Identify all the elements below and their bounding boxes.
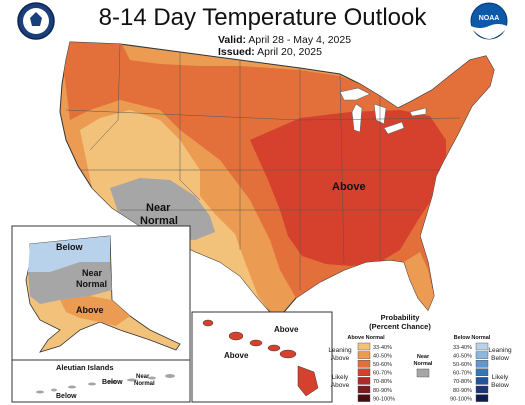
legend-above-swatch <box>357 360 371 368</box>
legend-below-bin-label: 60-70% <box>453 371 472 377</box>
legend-below-bin-label: 33-40% <box>453 345 472 351</box>
aleutian-islands <box>36 374 175 394</box>
legend-above-bin-label: 90-100% <box>373 396 395 402</box>
noaa-logo-text: NOAA <box>479 15 500 22</box>
legend-below-bin-label: 80-90% <box>453 388 472 394</box>
conus-above-label: Above <box>332 181 366 193</box>
alaska-below-label: Below <box>56 242 84 252</box>
legend-above-bin-label: 80-90% <box>373 388 392 394</box>
legend-below-swatch <box>475 385 489 394</box>
issued-date-line: Issued: April 20, 2025 <box>218 46 322 58</box>
legend-below-bin-label: 50-60% <box>453 362 472 368</box>
valid-value: April 28 - May 4, 2025 <box>248 34 352 46</box>
alaska-above-label: Above <box>76 305 104 315</box>
legend-below-swatch <box>475 351 489 359</box>
legend-above-bin-label: 50-60% <box>373 362 392 368</box>
valid-dates-line: Valid: April 28 - May 4, 2025 <box>218 34 351 46</box>
legend-title-line2: (Percent Chance) <box>369 322 431 331</box>
aleutian-below-label-2: Below <box>56 393 77 400</box>
legend-likely-below-line1: Likely <box>492 374 509 381</box>
legend-above-swatch <box>357 342 371 351</box>
lake-erie <box>383 121 405 135</box>
legend-below-bin-label: 70-80% <box>453 379 472 385</box>
hawaii-inset <box>191 311 333 403</box>
lake-superior <box>339 87 371 101</box>
alaska-near-zone <box>28 262 112 304</box>
hawaii-above-label-2: Above <box>224 351 249 360</box>
legend-likely-below-line2: Below <box>491 382 509 389</box>
legend-below-header: Below Normal <box>454 335 491 341</box>
aleutian-inset <box>11 359 191 403</box>
aleutian-inset-frame <box>11 359 191 403</box>
legend-leaning-above-line2: Above <box>331 355 350 362</box>
above-60-70-zone <box>250 110 446 266</box>
conus-map <box>59 41 495 313</box>
legend-near-label-line1: Near <box>417 354 430 360</box>
legend-above-swatch <box>357 377 371 385</box>
legend-below-swatch <box>475 360 489 368</box>
hawaii-above-label-1: Above <box>274 325 299 334</box>
alaska-near-label-line1: Near <box>82 268 103 278</box>
legend-above-bin-label: 33-40% <box>373 345 392 351</box>
legend-leaning-below-line2: Below <box>491 355 509 362</box>
hawaii-islands <box>202 319 319 397</box>
lake-michigan <box>351 103 363 133</box>
legend-above-bin-label: 40-50% <box>373 353 392 359</box>
legend-above-bin-label: 70-80% <box>373 379 392 385</box>
legend-above-swatch <box>357 368 371 376</box>
legend-above-bin-label: 60-70% <box>373 371 392 377</box>
alaska-near-label-line2: Normal <box>76 279 107 289</box>
legend-title-line1: Probability <box>381 313 421 322</box>
lake-ontario <box>409 107 427 117</box>
legend-below-swatch <box>475 368 489 376</box>
aleutian-near-label-line2: Normal <box>134 381 155 387</box>
legend-leaning-below-line1: Leaning <box>488 347 512 354</box>
issued-value: April 20, 2025 <box>257 46 322 58</box>
aleutian-below-label-1: Below <box>102 379 123 386</box>
legend-leaning-above-line1: Leaning <box>328 347 352 354</box>
commerce-seal-icon <box>17 2 55 40</box>
legend-below-swatch <box>475 394 489 402</box>
legend-above-swatch <box>357 351 371 359</box>
legend-likely-above-line1: Likely <box>332 374 349 381</box>
legend-below-swatch <box>475 377 489 385</box>
alaska-above-zone <box>60 296 130 326</box>
florida-above-zone <box>404 252 434 310</box>
legend-below-bin-label: 90-100% <box>450 396 472 402</box>
valid-label: Valid: <box>218 34 247 46</box>
legend-near-label-line2: Normal <box>414 361 433 367</box>
legend-above-swatch <box>357 385 371 394</box>
legend-below-bin-label: 40-50% <box>453 353 472 359</box>
page-title: 8-14 Day Temperature Outlook <box>98 4 427 31</box>
issued-label: Issued: <box>218 46 255 58</box>
legend-above-header: Above Normal <box>347 335 385 341</box>
conus-near-label-line1: Near <box>146 202 171 214</box>
alaska-inset <box>11 225 191 361</box>
legend-above-swatch <box>357 394 371 402</box>
legend-below-swatch <box>475 342 489 351</box>
legend-likely-above-line2: Above <box>331 382 350 389</box>
noaa-logo-icon: NOAA <box>470 2 508 40</box>
aleutian-title: Aleutian Islands <box>56 363 114 372</box>
legend-below-swatches: 33-40% 40-50% 50-60% 60-70% 70-80% 80-90% 90-1… <box>450 342 489 402</box>
state-boundaries <box>65 43 461 290</box>
probability-legend: Probability (Percent Chance) Above Norma… <box>328 313 512 402</box>
conus-near-label-line2: Normal <box>140 215 178 227</box>
legend-near-swatch <box>416 368 430 378</box>
legend-above-swatches: 33-40% 40-50% 50-60% 60-70% 70-80% 80-90% 90-1… <box>357 342 395 402</box>
aleutian-near-label-line1: Near <box>136 374 150 380</box>
alaska-below-zone <box>28 236 110 272</box>
